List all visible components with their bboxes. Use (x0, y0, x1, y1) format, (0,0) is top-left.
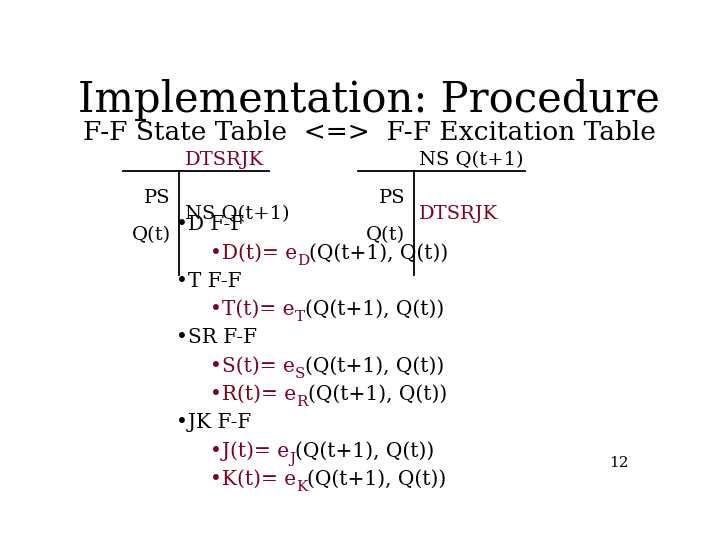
Text: (Q(t+1), Q(t)): (Q(t+1), Q(t)) (307, 385, 447, 404)
Text: •JK F-F: •JK F-F (176, 413, 252, 433)
Text: (Q(t+1), Q(t)): (Q(t+1), Q(t)) (307, 470, 446, 489)
Text: T: T (294, 310, 305, 324)
Text: (Q(t+1), Q(t)): (Q(t+1), Q(t)) (295, 442, 434, 461)
Text: PS: PS (379, 189, 405, 207)
Text: •R(t)= e: •R(t)= e (210, 385, 296, 404)
Text: •T F-F: •T F-F (176, 272, 242, 291)
Text: •K(t)= e: •K(t)= e (210, 470, 296, 489)
Text: S: S (295, 367, 305, 381)
Text: PS: PS (145, 189, 171, 207)
Text: Q(t): Q(t) (132, 226, 171, 244)
Text: •SR F-F: •SR F-F (176, 328, 258, 347)
Text: •S(t)= e: •S(t)= e (210, 357, 295, 376)
Text: Implementation: Procedure: Implementation: Procedure (78, 79, 660, 122)
Text: NS Q(t+1): NS Q(t+1) (185, 206, 289, 224)
Text: •J(t)= e: •J(t)= e (210, 441, 289, 461)
Text: DTSRJK: DTSRJK (185, 151, 264, 168)
Text: (Q(t+1), Q(t)): (Q(t+1), Q(t)) (305, 300, 444, 319)
Text: •T(t)= e: •T(t)= e (210, 300, 294, 319)
Text: •D F-F: •D F-F (176, 215, 245, 234)
Text: D: D (297, 254, 310, 268)
Text: K: K (296, 480, 307, 494)
Text: J: J (289, 451, 295, 465)
Text: NS Q(t+1): NS Q(t+1) (419, 151, 523, 168)
Text: •D(t)= e: •D(t)= e (210, 244, 297, 262)
Text: (Q(t+1), Q(t)): (Q(t+1), Q(t)) (305, 357, 444, 376)
Text: R: R (296, 395, 307, 409)
Text: (Q(t+1), Q(t)): (Q(t+1), Q(t)) (310, 244, 449, 262)
Text: F-F State Table  <=>  F-F Excitation Table: F-F State Table <=> F-F Excitation Table (83, 120, 655, 145)
Text: DTSRJK: DTSRJK (419, 206, 498, 224)
Text: Q(t): Q(t) (366, 226, 405, 244)
Text: 12: 12 (609, 456, 629, 470)
